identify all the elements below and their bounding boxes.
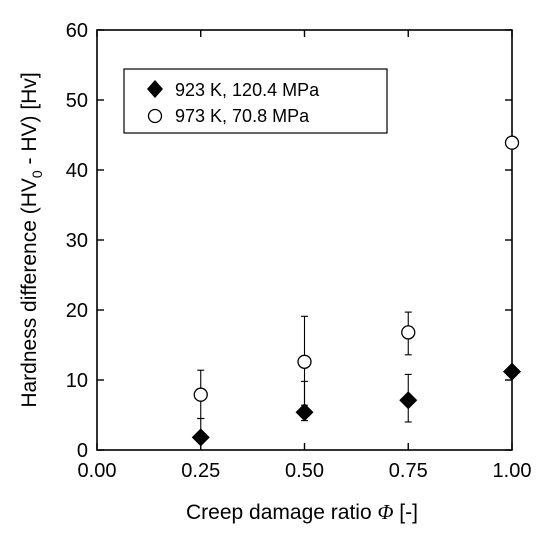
x-tick-label: 0.50 bbox=[285, 460, 324, 482]
legend-box bbox=[123, 68, 388, 134]
data-points bbox=[191, 135, 521, 447]
x-tick-label: 0.75 bbox=[389, 460, 428, 482]
y-tick-label: 30 bbox=[66, 230, 88, 252]
diamond-point bbox=[191, 428, 210, 447]
diamond-point bbox=[503, 362, 521, 381]
circle-point bbox=[297, 354, 312, 369]
circle-point bbox=[401, 325, 416, 340]
x-tick-label: 0.00 bbox=[78, 460, 117, 482]
y-tick-label: 0 bbox=[77, 440, 88, 462]
circle-point bbox=[504, 135, 520, 150]
legend-diamond-marker bbox=[147, 80, 163, 98]
x-tick-label: 1.00 bbox=[493, 460, 532, 482]
ticks: 0.00 0.25 0.50 0.75 1.00 0 10 20 30 40 50 60 bbox=[66, 20, 532, 482]
diamond-point bbox=[295, 403, 314, 422]
circle-point bbox=[193, 387, 208, 402]
error-bars bbox=[197, 311, 412, 443]
y-tick-label: 10 bbox=[66, 370, 88, 392]
y-tick-label: 20 bbox=[66, 300, 88, 322]
diamond-point bbox=[399, 391, 418, 410]
x-axis-title: Creep damage ratio Φ [-] bbox=[186, 500, 418, 524]
x-tick-label: 0.25 bbox=[181, 460, 220, 482]
y-tick-label: 60 bbox=[66, 20, 88, 42]
legend-label-973k: 973 K, 70.8 MPa bbox=[175, 106, 310, 126]
y-tick-label: 40 bbox=[66, 160, 88, 182]
legend-label-923k: 923 K, 120.4 MPa bbox=[175, 80, 320, 100]
y-tick-label: 50 bbox=[66, 90, 88, 112]
legend-circle-marker bbox=[147, 108, 163, 124]
legend: 923 K, 120.4 MPa 973 K, 70.8 MPa bbox=[123, 68, 388, 134]
y-axis-title: Hardness difference (HV0 - HV) [Hv] bbox=[18, 72, 45, 407]
